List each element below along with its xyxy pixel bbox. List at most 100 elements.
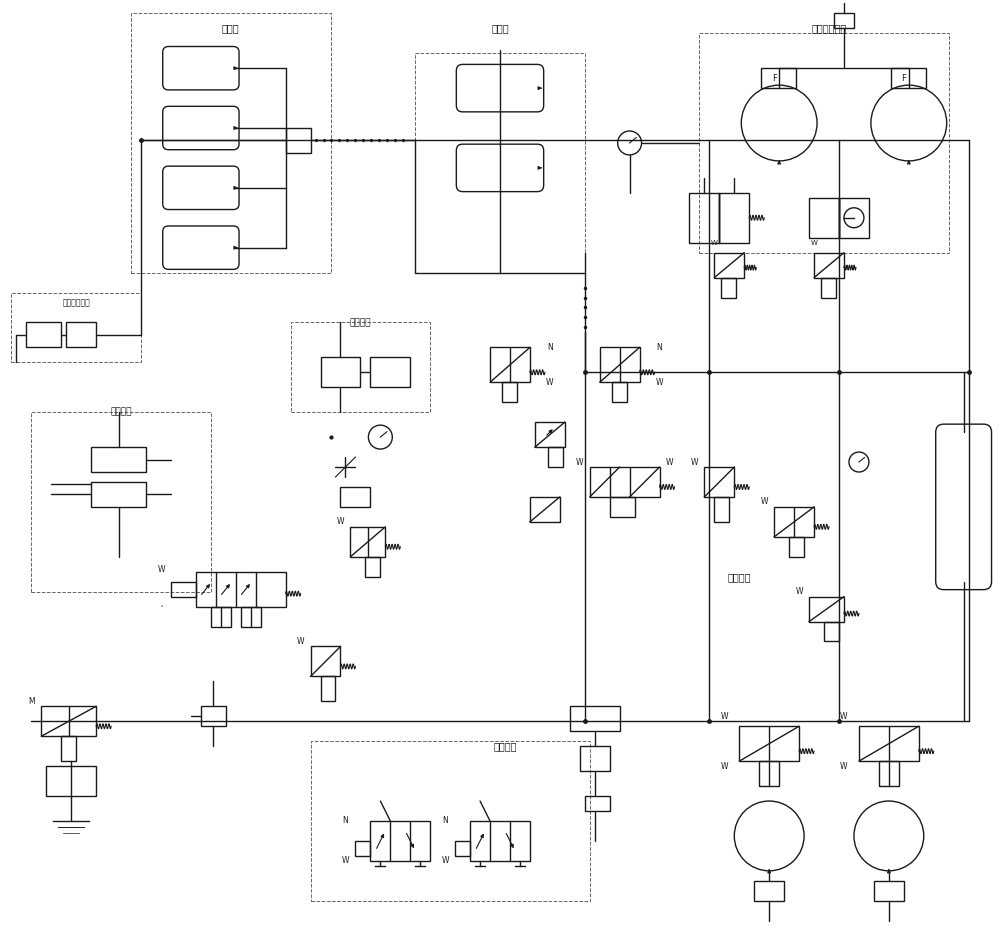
Bar [891,68,926,89]
Bar [714,252,744,278]
Bar [754,881,784,901]
Bar [739,726,799,761]
Bar [340,487,370,507]
Bar [470,821,530,861]
Text: W: W [656,378,663,387]
Text: F: F [772,73,777,83]
Bar [196,572,286,607]
Text: W: W [721,712,728,721]
Bar [321,357,360,387]
Bar [721,278,736,298]
Text: 多级柱塞马达: 多级柱塞马达 [811,24,847,33]
Bar [31,413,211,592]
Bar [355,841,370,856]
Text: W: W [721,762,728,771]
Text: W: W [441,856,449,866]
Text: 换向气缸: 换向气缸 [110,408,132,416]
Bar [26,322,61,348]
Bar [814,252,844,278]
Text: W: W [576,458,584,466]
Bar [834,13,854,28]
Text: N: N [547,343,553,352]
Bar [699,33,949,252]
Bar [689,193,719,243]
Bar [809,198,839,237]
Bar [879,761,899,786]
Text: 行车制动: 行车制动 [350,318,371,327]
Text: W: W [342,856,349,866]
Bar [131,13,331,272]
Bar [535,422,565,447]
Text: W: W [337,517,344,527]
Bar [241,607,261,626]
Bar [719,193,749,243]
Bar [839,198,869,237]
Text: W: W [691,458,698,466]
Text: 空气增压系统: 空气增压系统 [62,298,90,307]
Text: M: M [28,697,35,706]
Bar [66,322,96,348]
Bar [612,382,627,402]
Bar [774,507,814,537]
Bar [201,706,226,726]
Text: ': ' [160,605,162,614]
Bar [41,706,96,737]
Bar [370,821,430,861]
Bar [321,676,335,701]
Text: 遥控手柄: 遥控手柄 [493,741,517,751]
Bar [350,527,385,557]
Bar [311,646,340,676]
Bar [91,447,146,472]
Text: W: W [546,378,554,387]
Text: N: N [442,817,448,825]
Text: F: F [901,73,906,83]
Text: W: W [811,239,818,246]
Text: 储气瓶: 储气瓶 [491,24,509,33]
Bar [548,447,563,467]
Bar [585,796,610,811]
Text: 驻车制动: 驻车制动 [728,572,751,582]
Text: W: W [840,762,848,771]
Bar [11,293,141,363]
Text: W: W [297,637,304,646]
Bar [580,746,610,771]
Text: W: W [760,497,768,507]
Bar [600,348,640,382]
Text: N: N [343,817,348,825]
Bar [530,497,560,522]
Bar [874,881,904,901]
Text: W: W [711,239,718,246]
Bar [61,737,76,761]
Bar [824,622,839,642]
Bar [759,761,779,786]
Bar [311,741,590,901]
Bar [714,497,729,522]
Text: W: W [795,587,803,596]
Bar [91,482,146,507]
Bar [704,467,734,497]
Bar [570,706,620,731]
Bar [370,357,410,387]
Bar [761,68,796,89]
Text: N: N [657,343,662,352]
Bar [171,581,196,596]
Bar [415,54,585,272]
Bar [789,537,804,557]
Text: W: W [157,565,165,575]
Bar [211,607,231,626]
Text: W: W [666,458,673,466]
Bar [455,841,470,856]
Bar [821,278,836,298]
Bar [502,382,517,402]
Bar [291,322,430,413]
Bar [490,348,530,382]
Bar [859,726,919,761]
Bar [809,596,844,622]
Bar [46,766,96,796]
Bar [590,467,660,497]
Text: W: W [840,712,848,721]
Bar [286,128,311,153]
Bar [610,497,635,517]
Bar [365,557,380,577]
Text: 储气瓶: 储气瓶 [222,24,240,33]
